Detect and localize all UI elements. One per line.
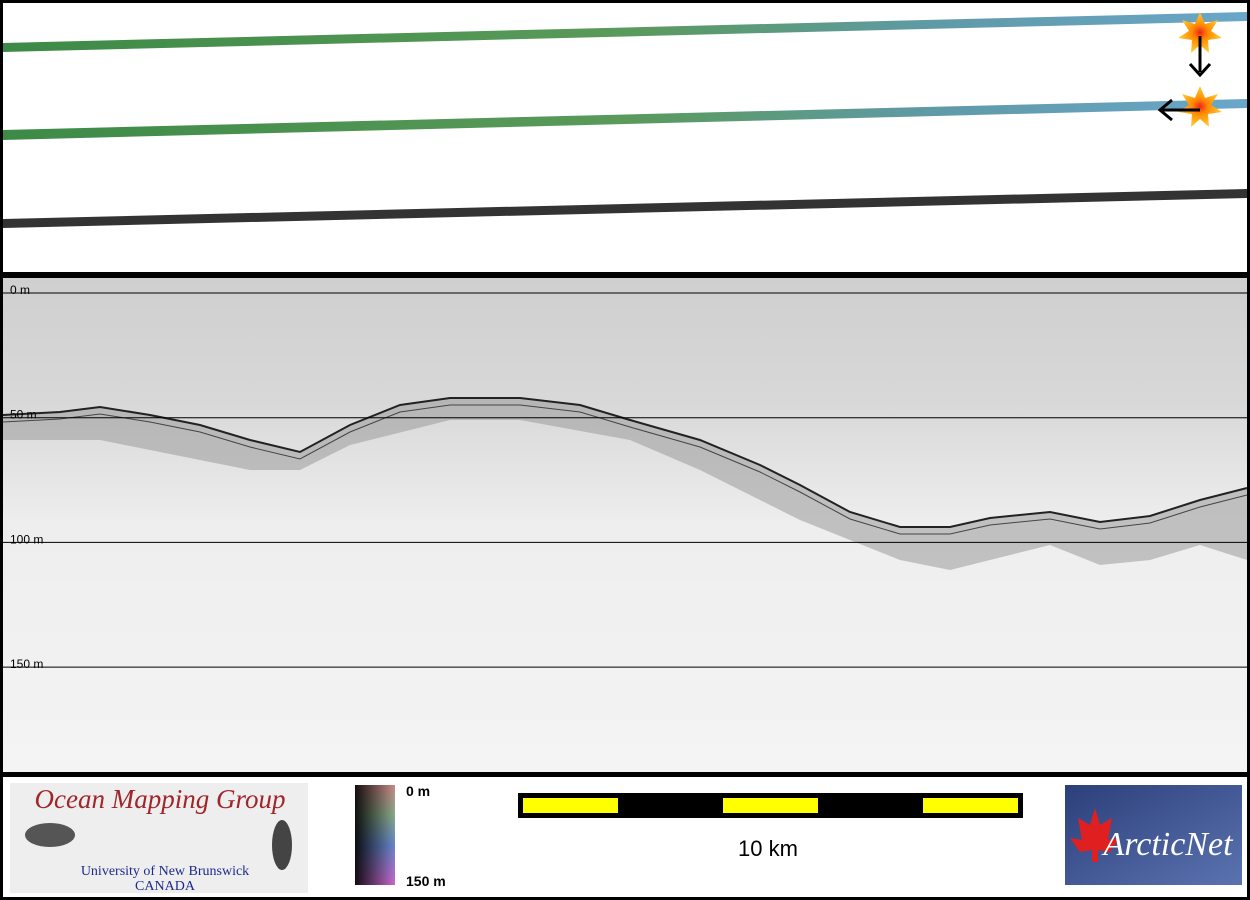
maple-leaf	[1070, 808, 1120, 862]
depth-label: 0 m	[10, 283, 30, 297]
marker	[1157, 86, 1222, 127]
colorbar-shade	[355, 785, 395, 885]
swath	[3, 12, 1247, 52]
logo-title: ArcticNet	[1101, 826, 1234, 863]
colorbar-label: 0 m	[406, 783, 430, 799]
logo-line: CANADA	[135, 879, 196, 894]
depth-label: 50 m	[10, 408, 37, 422]
logo-title: Ocean Mapping Group	[35, 784, 286, 814]
scale-bar	[518, 793, 1023, 818]
scale-label: 10 km	[738, 836, 798, 861]
colorbar-label: 150 m	[406, 873, 446, 889]
depth-label: 100 m	[10, 532, 43, 546]
depth-axis: 0 m 50 m 100 m 150 m	[3, 283, 1247, 671]
marker	[1178, 12, 1222, 78]
logo-icon	[272, 820, 292, 870]
seabed-reflector	[2, 397, 1248, 528]
swath	[3, 189, 1247, 228]
logo-icon	[25, 823, 75, 847]
map-panel	[3, 3, 1247, 272]
subbottom-reflector	[2, 404, 1248, 535]
depth-label: 150 m	[10, 657, 43, 671]
logo-line: University of New Brunswick	[81, 864, 249, 879]
swath	[3, 99, 1247, 140]
